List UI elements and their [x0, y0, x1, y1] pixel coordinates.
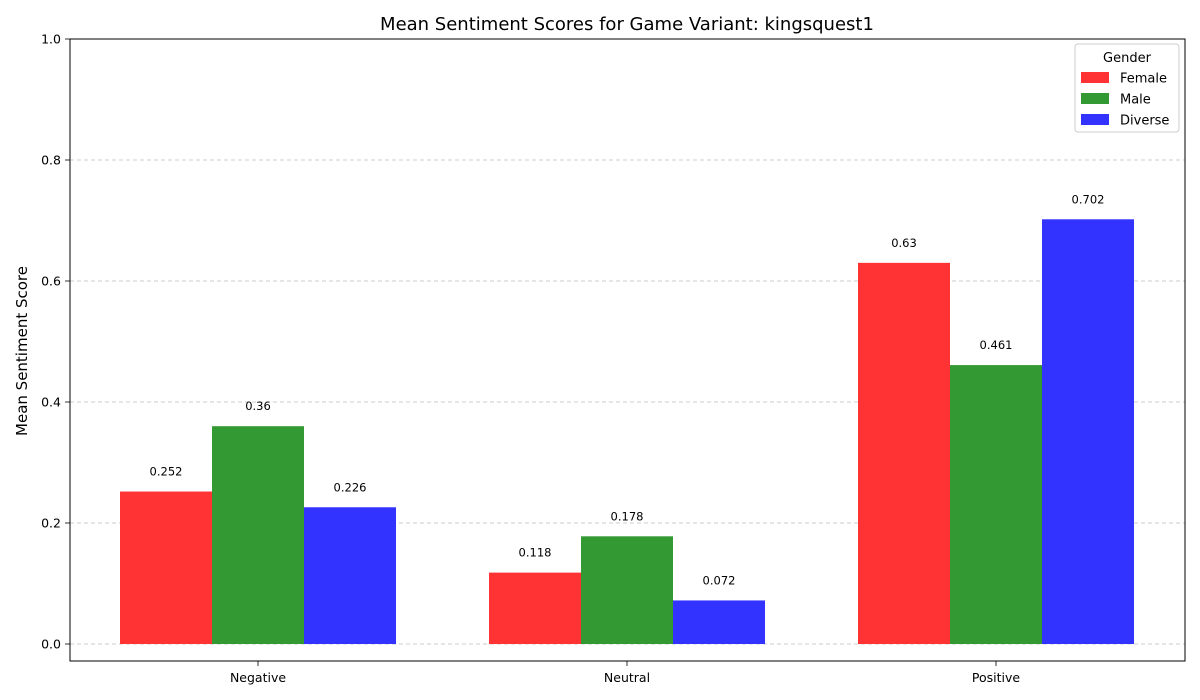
bar-female-neutral [489, 572, 581, 644]
y-tick-label: 0.8 [41, 153, 61, 168]
bar-value-label: 0.63 [891, 236, 917, 250]
bar-value-label: 0.702 [1072, 192, 1105, 206]
legend-label-diverse: Diverse [1120, 114, 1169, 129]
bar-diverse-neutral [673, 600, 765, 644]
y-tick-label: 0.4 [41, 395, 61, 410]
legend-swatch-female [1081, 72, 1109, 83]
bar-female-negative [120, 491, 212, 644]
legend-swatch-male [1081, 93, 1109, 104]
x-tick-label-negative: Negative [230, 670, 286, 685]
bar-male-negative [212, 426, 304, 644]
y-tick-label: 0.0 [41, 637, 61, 652]
chart-title: Mean Sentiment Scores for Game Variant: … [380, 14, 874, 35]
bar-male-positive [950, 365, 1042, 644]
bar-diverse-negative [304, 507, 396, 644]
x-tick-label-positive: Positive [972, 670, 1020, 685]
bar-value-label: 0.118 [519, 546, 552, 560]
y-tick-label: 0.6 [41, 274, 61, 289]
legend-label-male: Male [1120, 93, 1151, 108]
bar-value-labels: 0.252 0.118 0.63 0.36 0.178 0.461 0.226 0.072 0.… [150, 192, 1105, 587]
bar-male-neutral [581, 536, 673, 644]
y-tick-label: 1.0 [41, 32, 61, 47]
y-axis-title: Mean Sentiment Score [13, 266, 31, 436]
x-tick-label-neutral: Neutral [604, 670, 650, 685]
bar-value-label: 0.072 [703, 573, 736, 587]
axes: 0.0 0.2 0.4 0.6 0.8 1.0 Negative Neutral Positiv… [41, 32, 1186, 685]
bar-value-label: 0.226 [334, 480, 367, 494]
legend-title: Gender [1103, 51, 1152, 66]
legend: Gender Female Male Diverse [1074, 43, 1180, 133]
bar-value-label: 0.178 [611, 509, 644, 523]
bars [120, 219, 1134, 645]
bar-value-label: 0.461 [980, 338, 1013, 352]
legend-label-female: Female [1120, 72, 1167, 87]
bar-diverse-positive [1042, 219, 1134, 645]
y-tick-label: 0.2 [41, 516, 61, 531]
bar-value-label: 0.252 [150, 465, 183, 479]
legend-box [1074, 43, 1180, 133]
legend-swatch-diverse [1081, 114, 1109, 125]
bar-value-label: 0.36 [245, 399, 271, 413]
plot-frame [69, 38, 1186, 662]
bar-female-positive [858, 262, 950, 644]
